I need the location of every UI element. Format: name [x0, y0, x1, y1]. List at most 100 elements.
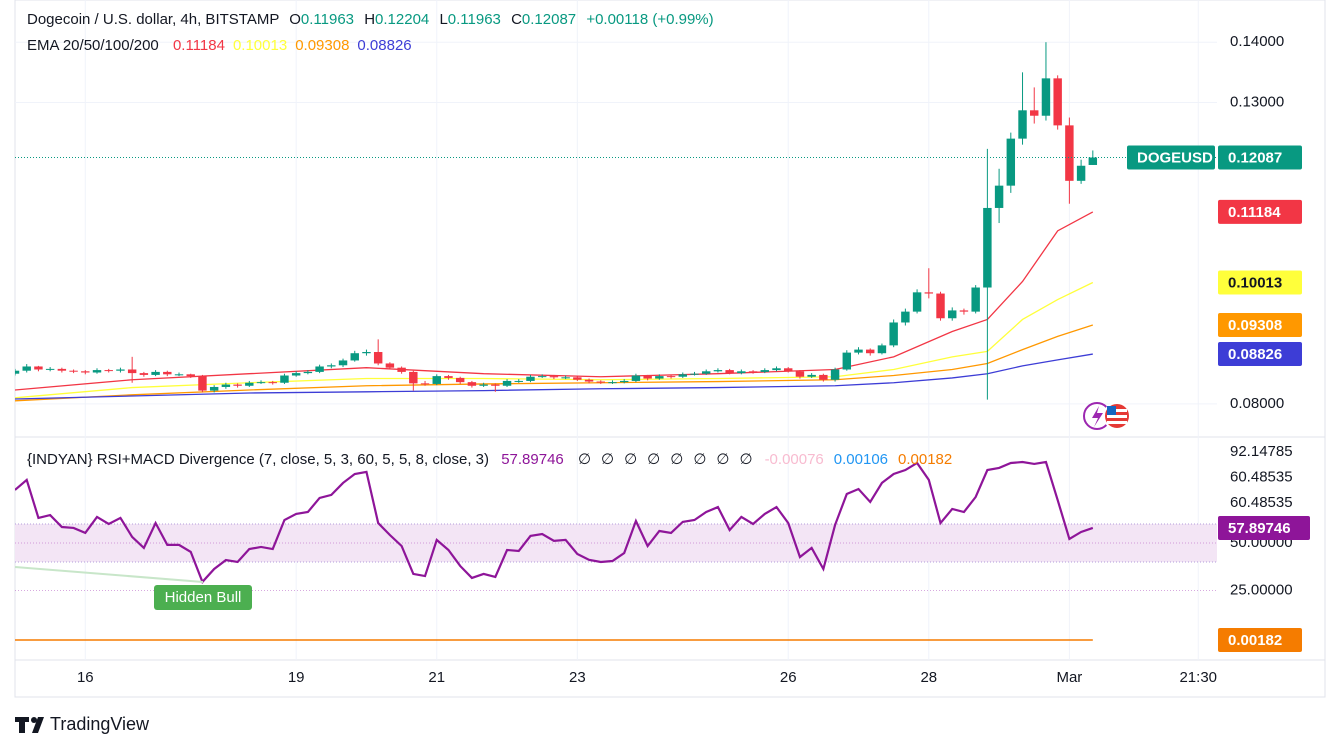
- candle-body: [233, 384, 242, 386]
- candle-body: [1006, 138, 1016, 186]
- price-badge-bg: [1218, 145, 1302, 170]
- candle-body: [971, 287, 980, 312]
- candle-body: [701, 371, 711, 374]
- candle-body: [22, 366, 31, 371]
- divergence-line: [14, 566, 204, 583]
- placeholder: ∅: [578, 451, 591, 468]
- candle-body: [783, 368, 793, 372]
- candle-body: [163, 371, 172, 375]
- candle-body: [315, 366, 324, 372]
- candle-body: [830, 369, 840, 380]
- candle-body: [209, 386, 219, 391]
- ema-badge: 0.09308: [1228, 317, 1282, 334]
- rsi-scale-label: 60.48535: [1230, 494, 1293, 511]
- candle-body: [151, 371, 160, 375]
- ema-badge: 0.11184: [1228, 204, 1281, 221]
- x-tick-label: 28: [920, 669, 937, 686]
- candle-body: [690, 373, 699, 375]
- candle-body: [455, 377, 465, 383]
- candle-body: [795, 371, 805, 377]
- ema-line: [15, 211, 1094, 391]
- y-tick-label: 0.13000: [1230, 93, 1284, 110]
- placeholder: ∅: [670, 451, 683, 468]
- y-tick-label: 0.14000: [1230, 33, 1284, 50]
- macd-value: 0.00106: [834, 451, 888, 468]
- close-value: 0.12087: [522, 11, 576, 28]
- symbol-badge: DOGEUSD: [1137, 149, 1213, 166]
- candle-body: [514, 380, 523, 382]
- ema-badge-bg: [1218, 199, 1302, 224]
- candle-body: [1041, 78, 1051, 116]
- change: +0.00118 (+0.99%): [586, 11, 713, 28]
- candle-body: [983, 207, 992, 288]
- x-tick-label: Mar: [1056, 669, 1082, 686]
- candle-body: [268, 382, 277, 384]
- candle-body: [924, 292, 934, 294]
- candle-body: [397, 367, 406, 372]
- candle-body: [385, 363, 395, 368]
- candle-body: [303, 371, 313, 374]
- candle-body: [994, 185, 1004, 208]
- rsi-legend: {INDYAN} RSI+MACD Divergence (7, close, …: [27, 451, 952, 468]
- candle-body: [584, 379, 594, 382]
- candle-body: [338, 360, 348, 366]
- y-tick-label: 0.08000: [1230, 395, 1284, 412]
- placeholder: ∅: [647, 451, 660, 468]
- candle-body: [186, 374, 195, 377]
- candle-body: [350, 353, 359, 361]
- candle-body: [748, 371, 758, 373]
- ema-legend-value: 0.11184: [173, 37, 225, 54]
- price-badge: 0.12087: [1228, 149, 1282, 166]
- candle-body: [491, 384, 500, 386]
- ema-legend: EMA 20/50/100/200 0.11184 0.10013 0.09308 0…: [27, 37, 412, 54]
- candle-body: [69, 370, 78, 372]
- candle-body: [549, 376, 559, 378]
- placeholder: ∅: [716, 451, 729, 468]
- rsi-line: [15, 460, 1094, 584]
- candle-body: [737, 371, 746, 374]
- symbol-badge-bg: [1127, 145, 1215, 170]
- candle-body: [174, 374, 184, 376]
- candle-body: [901, 311, 910, 323]
- candle-body: [362, 352, 371, 354]
- ema-legend-value: 0.10013: [233, 37, 287, 54]
- icons: [1083, 402, 1131, 430]
- macd-badge: 0.00182: [1228, 632, 1282, 649]
- x-tick-label: 21: [428, 669, 445, 686]
- low-value: 0.11963: [448, 11, 501, 28]
- x-tick-label: 21:30: [1179, 669, 1217, 686]
- candle-body: [854, 349, 863, 353]
- annotation: Hidden Bull: [165, 589, 242, 606]
- candle-body: [772, 368, 781, 371]
- candle-body: [432, 376, 441, 384]
- placeholder: ∅: [624, 451, 637, 468]
- x-tick-label: 26: [780, 669, 797, 686]
- candle-body: [725, 370, 734, 374]
- candle-body: [245, 382, 254, 386]
- placeholder: ∅: [693, 451, 706, 468]
- rsi-title: {INDYAN} RSI+MACD Divergence (7, close, …: [27, 451, 489, 468]
- annotation-box: [154, 585, 252, 610]
- candle-body: [948, 310, 957, 319]
- candle-body: [467, 382, 477, 386]
- x-tick-label: 23: [569, 669, 586, 686]
- rsi-badge-bg: [1218, 515, 1310, 540]
- candle-body: [127, 369, 137, 374]
- candle-body: [573, 377, 582, 380]
- ohlc-letter: O: [289, 11, 301, 28]
- header-line: Dogecoin / U.S. dollar, 4h, BITSTAMP O0.…: [27, 11, 714, 28]
- open-value: 0.11963: [301, 11, 354, 28]
- candle-body: [877, 345, 887, 354]
- candle-body: [760, 370, 770, 372]
- candle-body: [280, 375, 289, 383]
- rsi-scale-label: 92.14785: [1230, 443, 1293, 460]
- candle-body: [221, 384, 231, 387]
- candle-body: [1088, 157, 1098, 165]
- candle-body: [45, 368, 55, 370]
- macd-value: -0.00076: [765, 451, 824, 468]
- ema-line: [15, 353, 1093, 400]
- candle-body: [936, 293, 945, 319]
- candle-body: [608, 382, 617, 384]
- high-value: 0.12204: [375, 11, 429, 28]
